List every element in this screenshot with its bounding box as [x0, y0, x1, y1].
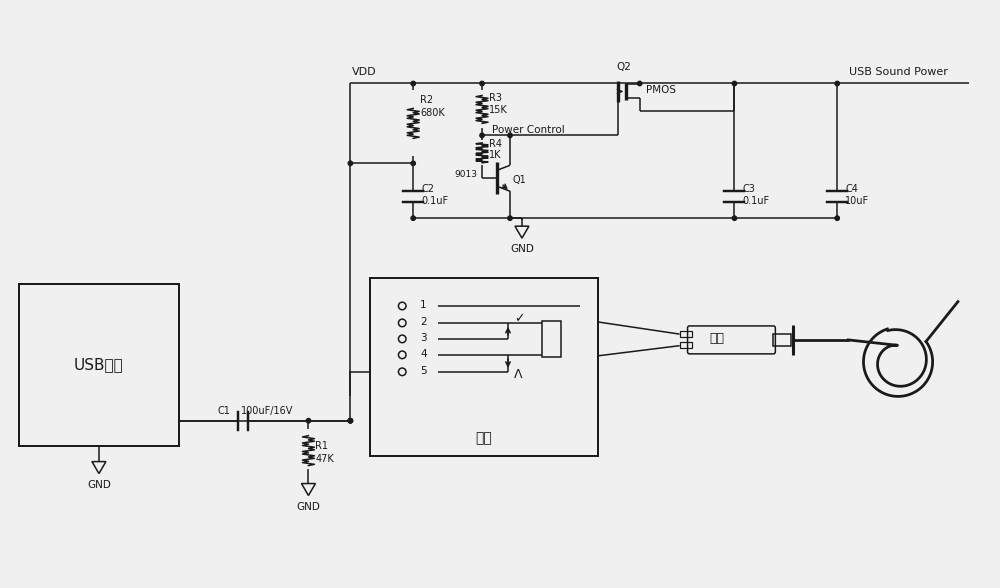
- Circle shape: [508, 133, 512, 138]
- Bar: [19, 284, 179, 446]
- Text: 2: 2: [420, 317, 427, 327]
- Circle shape: [835, 81, 839, 86]
- Circle shape: [480, 81, 484, 86]
- Text: 3: 3: [420, 333, 427, 343]
- Text: USB声卡: USB声卡: [74, 358, 124, 372]
- Text: PMOS: PMOS: [646, 85, 676, 95]
- Circle shape: [348, 419, 353, 423]
- Circle shape: [732, 216, 737, 220]
- Text: C4: C4: [845, 184, 858, 194]
- Text: 100uF/16V: 100uF/16V: [241, 406, 293, 416]
- Text: 4: 4: [420, 349, 427, 359]
- Text: R4: R4: [489, 139, 502, 149]
- Circle shape: [306, 419, 311, 423]
- Text: 0.1uF: 0.1uF: [742, 196, 770, 206]
- Text: R2: R2: [420, 95, 433, 105]
- Circle shape: [732, 81, 737, 86]
- Text: GND: GND: [510, 244, 534, 254]
- Text: 插座: 插座: [476, 432, 492, 446]
- Circle shape: [637, 81, 642, 86]
- Text: 47K: 47K: [315, 453, 334, 463]
- Text: 9013: 9013: [454, 170, 477, 179]
- Text: C1: C1: [218, 406, 231, 416]
- Bar: [542, 321, 561, 357]
- Text: Q1: Q1: [513, 175, 527, 185]
- Circle shape: [835, 216, 839, 220]
- Text: Λ: Λ: [514, 368, 522, 381]
- Text: 0.1uF: 0.1uF: [421, 196, 448, 206]
- Text: GND: GND: [297, 502, 320, 512]
- Text: 1K: 1K: [489, 151, 502, 161]
- Text: ✓: ✓: [514, 312, 524, 325]
- Circle shape: [411, 81, 415, 86]
- Text: R3: R3: [489, 93, 502, 103]
- Bar: [680, 332, 692, 338]
- Text: VDD: VDD: [352, 66, 377, 76]
- Text: Q2: Q2: [616, 62, 631, 72]
- Circle shape: [348, 419, 353, 423]
- Text: R1: R1: [315, 440, 328, 450]
- Circle shape: [508, 216, 512, 220]
- Circle shape: [348, 419, 353, 423]
- Text: 15K: 15K: [489, 105, 508, 115]
- Circle shape: [348, 161, 353, 165]
- Text: GND: GND: [87, 480, 111, 490]
- Text: USB Sound Power: USB Sound Power: [849, 66, 948, 76]
- Bar: [680, 342, 692, 348]
- Bar: [773, 334, 791, 346]
- Text: C3: C3: [742, 184, 755, 194]
- Text: 10uF: 10uF: [845, 196, 869, 206]
- Circle shape: [411, 216, 415, 220]
- Text: C2: C2: [421, 184, 434, 194]
- Text: 5: 5: [420, 366, 427, 376]
- Text: Power Control: Power Control: [492, 125, 565, 135]
- Text: 插头: 插头: [709, 332, 724, 345]
- Circle shape: [411, 161, 415, 165]
- Bar: [370, 278, 598, 456]
- Text: 680K: 680K: [420, 108, 445, 118]
- Text: 1: 1: [420, 300, 427, 310]
- Circle shape: [480, 133, 484, 138]
